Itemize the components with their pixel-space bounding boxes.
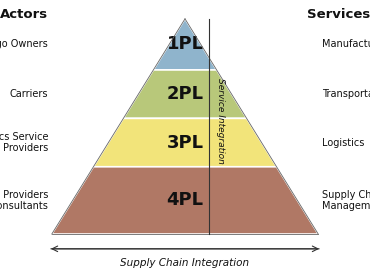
Text: Logistics Service
Providers: Logistics Service Providers xyxy=(0,132,48,153)
Text: 1PL: 1PL xyxy=(166,36,204,53)
Polygon shape xyxy=(52,167,318,234)
Text: Services: Services xyxy=(307,8,370,21)
Text: Service Integration: Service Integration xyxy=(216,78,225,164)
Text: 4PL: 4PL xyxy=(166,192,204,209)
Polygon shape xyxy=(124,70,246,118)
Text: 3PL: 3PL xyxy=(166,134,204,151)
Text: Carriers: Carriers xyxy=(10,89,48,99)
Text: Logistics: Logistics xyxy=(322,137,364,148)
Text: Supply Chain
Management: Supply Chain Management xyxy=(322,190,370,211)
Text: Actors: Actors xyxy=(0,8,48,21)
Text: Lead Logistics Providers
& Consultants: Lead Logistics Providers & Consultants xyxy=(0,190,48,211)
Text: 2PL: 2PL xyxy=(166,85,204,103)
Text: Transportation: Transportation xyxy=(322,89,370,99)
Polygon shape xyxy=(153,19,217,70)
Text: Manufacturing, Retailing: Manufacturing, Retailing xyxy=(322,39,370,49)
Polygon shape xyxy=(93,118,277,167)
Text: Cargo Owners: Cargo Owners xyxy=(0,39,48,49)
Text: Supply Chain Integration: Supply Chain Integration xyxy=(121,258,249,268)
